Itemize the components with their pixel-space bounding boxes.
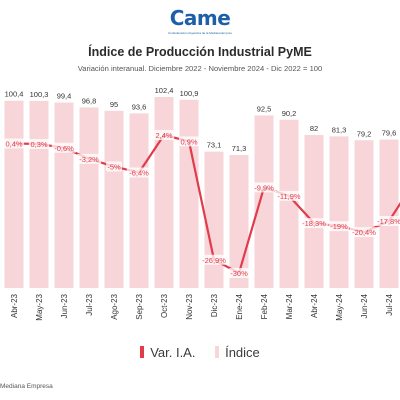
- bar-value-label: 79,2: [357, 129, 372, 138]
- bar-Nov-23: [179, 99, 199, 288]
- bar-Jun-23: [54, 102, 74, 288]
- bar-value-label: 102,4: [155, 86, 174, 95]
- line-label-bg: [299, 218, 329, 229]
- line-label-bg: [126, 167, 152, 178]
- line-label-bg: [51, 142, 77, 153]
- line-value-label: 2,4%: [155, 131, 172, 140]
- line-label-bg: [228, 268, 250, 278]
- x-tick-label: Sep-23: [135, 293, 144, 319]
- x-tick-label: Abr-23: [10, 293, 19, 318]
- bar-value-label: 73,1: [207, 141, 222, 150]
- line-value-label: -5%: [107, 163, 121, 172]
- bar-Mar-24: [279, 119, 299, 288]
- line-label-bg: [153, 130, 175, 140]
- legend-item-indice[interactable]: Índice: [215, 345, 260, 360]
- bar-Dic-23: [204, 151, 224, 288]
- bar-value-label: 100,3: [30, 90, 49, 99]
- x-tick-label: Oct-23: [160, 293, 169, 318]
- bar-May-24: [329, 136, 349, 288]
- bar-value-label: 100,4: [5, 90, 24, 99]
- line-label-bg: [106, 161, 122, 172]
- bar-Jul-23: [79, 107, 99, 288]
- line-value-label: 0,4%: [5, 140, 22, 149]
- legend-label-indice: Índice: [225, 345, 260, 361]
- line-label-bg: [349, 227, 379, 238]
- line-label-bg: [199, 254, 229, 265]
- bar-Sep-23: [129, 113, 149, 288]
- bar-Feb-24: [254, 115, 274, 288]
- bar-value-label: 81,3: [332, 125, 347, 134]
- bar-value-label: 99,4: [57, 92, 72, 101]
- logo-subtitle: Confederación Argentina de la Mediana Em…: [168, 31, 232, 35]
- line-label-bg: [178, 136, 200, 147]
- bar-value-label: 90,2: [282, 109, 297, 118]
- bar-Ago-23: [104, 110, 124, 288]
- bar-value-label: 93,6: [132, 102, 147, 111]
- legend-swatch-line: [140, 346, 145, 359]
- line-value-label: -3,2%: [79, 155, 99, 164]
- x-tick-label: Feb-24: [260, 293, 269, 319]
- x-tick-label: Ago-23: [110, 293, 119, 319]
- line-label-bg: [3, 138, 25, 149]
- legend-swatch-bar: [215, 346, 220, 359]
- bar-value-label: 71,3: [232, 144, 247, 153]
- line-value-label: -11,9%: [277, 192, 301, 201]
- x-tick-label: Mar-24: [285, 293, 294, 319]
- bar-May-23: [29, 100, 49, 288]
- chart: 100,4 100,3 99,4 96,8 95 93,6 102,4 100,9 73,1 71…: [3, 86, 400, 321]
- x-tick-label: Jun-24: [360, 293, 369, 318]
- line-label-bg: [328, 221, 350, 232]
- line-label-bg: [251, 182, 277, 193]
- line-value-label: -19%: [330, 222, 348, 231]
- line-value-label: -0,6%: [54, 144, 74, 153]
- line-value-label: -26,9%: [202, 256, 226, 265]
- bar-value-label: 96,8: [82, 96, 97, 105]
- legend-item-var-ia[interactable]: Var. I.A.: [140, 345, 195, 360]
- line-value-label: -30%: [230, 269, 248, 278]
- line-value-label: -20,4%: [352, 228, 376, 237]
- x-tick-label: Dic-23: [210, 293, 219, 317]
- x-tick-label: Ene-24: [235, 293, 244, 319]
- x-tick-label: Abr-24: [310, 293, 319, 318]
- bar-value-label: 82: [310, 124, 318, 133]
- chart-subtitle: Variación interanual. Diciembre 2022 - N…: [77, 64, 323, 73]
- line-label-bg: [28, 138, 50, 149]
- brand-logo: Came Confederación Argentina de la Media…: [168, 6, 232, 36]
- x-tick-label: Jul-23: [85, 293, 94, 315]
- footer-source: Mediana Empresa: [0, 383, 53, 390]
- line-value-label: -17,8%: [377, 217, 400, 226]
- line-value-label: 0,3%: [30, 140, 47, 149]
- x-tick-label: Nov-23: [185, 293, 194, 319]
- bar-Abr-24: [304, 135, 324, 288]
- line-label-bg: [374, 216, 400, 227]
- line-value-label: -6,4%: [129, 168, 149, 177]
- bar-value-label: 92,5: [257, 104, 272, 113]
- bar-Oct-23: [154, 97, 174, 288]
- line-label-bg: [76, 153, 102, 164]
- chart-title: Índice de Producción Industrial PyME: [88, 45, 312, 59]
- line-value-label: 0,9%: [180, 137, 197, 146]
- x-tick-label: May-24: [335, 293, 344, 320]
- line-label-bg: [274, 190, 304, 201]
- bar-Jul-24: [379, 139, 399, 288]
- logo-text: Came: [169, 6, 231, 30]
- bar-value-label: 100,9: [180, 89, 199, 98]
- legend-label-var-ia: Var. I.A.: [150, 345, 196, 361]
- bar-Abr-23: [4, 100, 24, 288]
- bar-value-label: 95: [110, 100, 118, 109]
- line-value-label: -18,3%: [302, 219, 326, 228]
- bar-Jun-24: [354, 140, 374, 288]
- bar-value-label: 79,6: [382, 129, 397, 138]
- chart-legend: Var. I.A. Índice: [0, 344, 400, 364]
- x-tick-label: Jul-24: [385, 293, 394, 315]
- x-tick-label: Jun-23: [60, 293, 69, 318]
- line-value-label: -9,9%: [254, 183, 274, 192]
- x-tick-label: May-23: [35, 293, 44, 320]
